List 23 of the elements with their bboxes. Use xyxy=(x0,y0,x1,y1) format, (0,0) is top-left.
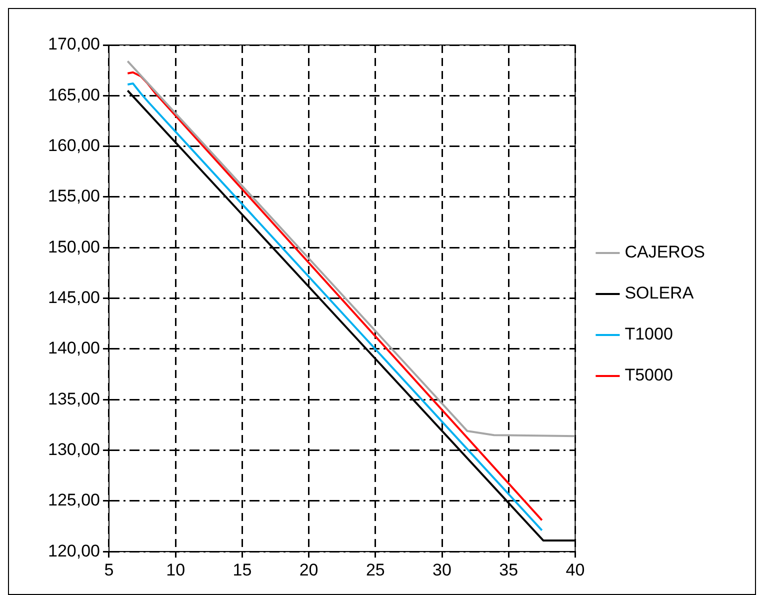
y-tick-label: 130,00 xyxy=(48,440,100,459)
x-tick-label: 20 xyxy=(299,560,318,580)
x-tick-label: 15 xyxy=(232,560,252,580)
y-tick-label: 150,00 xyxy=(48,237,100,256)
y-tick-label: 160,00 xyxy=(48,136,100,156)
y-tick-label: 145,00 xyxy=(48,288,100,307)
y-tick-label: 165,00 xyxy=(48,85,100,104)
y-tick-label: 135,00 xyxy=(48,389,100,408)
y-tick-label: 140,00 xyxy=(48,338,100,358)
x-tick-label: 10 xyxy=(166,560,186,580)
legend-label: T1000 xyxy=(624,324,673,344)
y-tick-label: 120,00 xyxy=(48,541,100,560)
y-tick-label: 125,00 xyxy=(48,490,100,510)
legend-label: SOLERA xyxy=(624,284,694,303)
x-tick-label: 30 xyxy=(432,560,452,580)
y-tick-label: 170,00 xyxy=(48,34,100,54)
x-tick-label: 5 xyxy=(104,560,114,580)
x-tick-label: 35 xyxy=(499,560,518,580)
y-tick-label: 155,00 xyxy=(48,186,100,206)
legend-label: CAJEROS xyxy=(624,242,706,262)
legend-label: T5000 xyxy=(624,366,673,385)
x-tick-label: 25 xyxy=(366,560,385,580)
x-tick-label: 40 xyxy=(566,560,585,580)
